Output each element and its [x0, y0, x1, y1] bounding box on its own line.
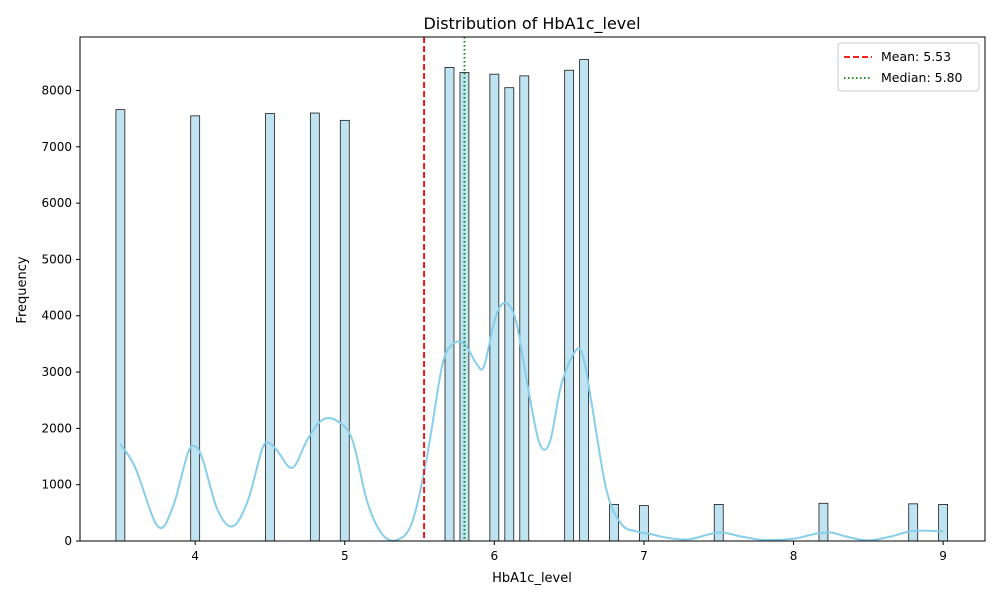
x-axis-label: HbA1c_level [492, 571, 572, 586]
legend-label: Mean: 5.53 [881, 49, 951, 64]
histogram-bar [564, 69, 575, 542]
histogram-bar [115, 109, 126, 542]
y-axis-label: Frequency [15, 256, 30, 323]
y-tick-label: 6000 [41, 196, 72, 210]
x-tick-label: 6 [491, 549, 499, 563]
y-tick-label: 1000 [41, 478, 72, 492]
histogram-bar [504, 87, 515, 542]
y-tick-label: 2000 [41, 421, 72, 435]
x-tick-label: 5 [341, 549, 349, 563]
x-tick-label: 4 [191, 549, 199, 563]
histogram-bar [489, 73, 500, 542]
legend-box [837, 42, 980, 92]
axes-frame [79, 36, 986, 542]
plot-area [79, 36, 986, 542]
histogram-bar [579, 59, 589, 542]
histogram-bar [908, 503, 919, 542]
x-tick-label: 8 [790, 549, 798, 563]
x-tick-label: 9 [939, 549, 947, 563]
histogram-bar [713, 503, 724, 542]
histogram-bar [190, 115, 201, 542]
histogram-bar [265, 113, 275, 542]
histogram-bar [639, 505, 649, 542]
histogram-bar [339, 119, 350, 542]
histogram-bar [519, 75, 530, 542]
histogram-bar [309, 112, 320, 542]
y-tick-label: 5000 [41, 252, 72, 266]
chart-title: Distribution of HbA1c_level [423, 14, 640, 34]
histogram-bar [459, 72, 470, 542]
histogram-bar [938, 503, 949, 542]
legend-label: Median: 5.80 [881, 70, 963, 85]
y-tick-label: 3000 [41, 365, 72, 379]
y-tick-label: 8000 [41, 83, 72, 97]
x-tick-label: 7 [640, 549, 648, 563]
histogram-bar [444, 67, 455, 542]
kde-curve [119, 301, 944, 542]
x-axis: 4 5 6 7 8 9 [191, 541, 947, 563]
y-tick-label: 4000 [41, 309, 72, 323]
y-axis: 0 1000 2000 3000 4000 5000 6000 7000 8000 [41, 83, 80, 548]
legend: Mean: 5.53 Median: 5.80 [837, 42, 980, 92]
y-tick-label: 0 [64, 534, 72, 548]
y-tick-label: 7000 [41, 140, 72, 154]
histogram-bar [818, 502, 829, 542]
